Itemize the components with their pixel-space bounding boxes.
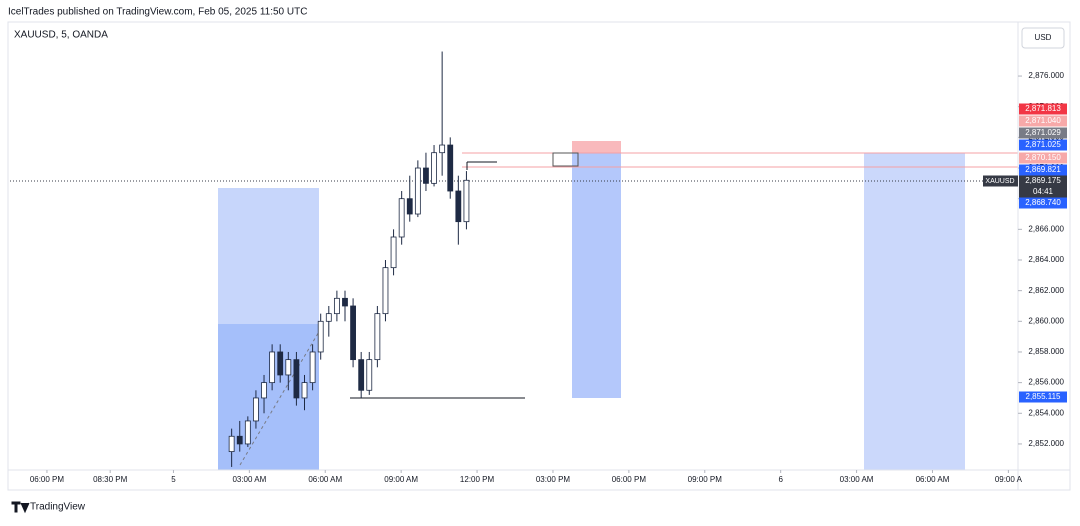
y-tick-label: 2,862.000 [1028,286,1064,295]
candle-body [447,144,454,192]
y-tick-label: 2,864.000 [1028,255,1064,264]
candle-body [358,359,365,391]
brand: TradingView [30,502,86,513]
candle-body [285,359,292,376]
symbol-label-bg [983,175,1018,187]
candle-body [277,351,284,376]
candle-body [455,190,462,223]
price-label: 2,871.025 [1025,140,1061,149]
price-label-bg [1019,127,1067,139]
x-tick-label: 09:00 A [995,475,1023,484]
x-tick-label: 03:00 PM [536,475,571,484]
candle-body [228,435,235,453]
candle-body [333,297,340,315]
x-tick-label: 08:30 PM [93,475,128,484]
candle-body [431,152,437,184]
y-tick-label: 2,866.000 [1028,224,1064,233]
price-label: 2,871.813 [1025,104,1061,113]
price-label-bg [1019,164,1067,176]
candle-body [269,351,276,384]
stop-zone [572,141,621,153]
x-tick-label: 06:00 PM [30,475,65,484]
candle-body [350,305,356,361]
price-label: 2,870.150 [1025,153,1061,162]
candle-body [398,198,405,238]
x-tick-label: 06:00 AM [308,475,342,484]
x-tick-label: 03:00 AM [840,475,874,484]
trend-line [239,329,321,466]
y-tick-label: 2,876.000 [1028,71,1064,80]
candle-body [253,397,259,422]
candle-body [261,382,267,399]
candle-body [366,359,373,391]
candle-body [293,359,300,399]
x-tick-label: 12:00 PM [460,475,495,484]
x-tick-label: 5 [171,475,176,484]
candle-body [317,320,324,353]
x-tick-label: 09:00 PM [688,475,723,484]
price-label-bg [1019,391,1067,403]
candle-body [236,435,243,445]
currency: USD [1035,33,1052,42]
symbol: XAUUSD, 5, OANDA [14,30,108,41]
candle-body [309,351,316,384]
price-label: 2,871.029 [1025,128,1061,137]
candle-body [414,167,421,215]
marker-box [552,152,579,167]
candle-body [406,198,413,215]
y-tick-label: 2,852.000 [1028,439,1064,448]
y-tick-label: 2,856.000 [1028,378,1064,387]
x-tick-label: 6 [778,475,783,484]
x-tick-label: 06:00 AM [916,475,950,484]
published-note: IcelTrades published on TradingView.com,… [8,7,307,18]
target-zone [864,153,965,470]
candle-body [374,313,381,361]
chart-frame [7,21,1071,491]
currency-button[interactable] [1021,27,1065,49]
target-zone [218,188,319,324]
symbol-label: XAUUSD [985,178,1014,185]
candle-body [382,267,389,315]
y-tick-label: 2,854.000 [1028,408,1064,417]
candle-body [325,313,332,322]
x-tick-label: 03:00 AM [232,475,266,484]
price-label: 2,869.175 [1025,176,1061,185]
drawings [10,141,1018,470]
logo [11,501,30,514]
candle-body [244,420,251,445]
price-label: 2,871.040 [1025,116,1061,125]
x-tick-label: 09:00 AM [384,475,418,484]
y-tick-label: 2,860.000 [1028,316,1064,325]
x-tick-label: 06:00 PM [612,475,647,484]
y-tick-label: 2,858.000 [1028,347,1064,356]
price-label: 04:41 [1033,187,1054,196]
target-zone [572,153,621,398]
price-label-bg [1019,186,1067,198]
price-label-bg [1019,152,1067,164]
price-label-bg [1019,175,1067,187]
candle-body [390,236,397,269]
price-label-bg [1019,197,1067,209]
candle-body [301,382,308,399]
candle-body [463,179,470,223]
price-label: 2,869.821 [1025,165,1061,174]
candle-body [423,167,429,184]
candle-body [439,144,446,154]
price-label-bg [1019,103,1067,115]
price-label-bg [1019,139,1067,151]
price-label-bg [1019,115,1067,127]
price-label: 2,868.740 [1025,198,1061,207]
candle-body [342,297,348,307]
price-label: 2,855.115 [1026,392,1062,401]
